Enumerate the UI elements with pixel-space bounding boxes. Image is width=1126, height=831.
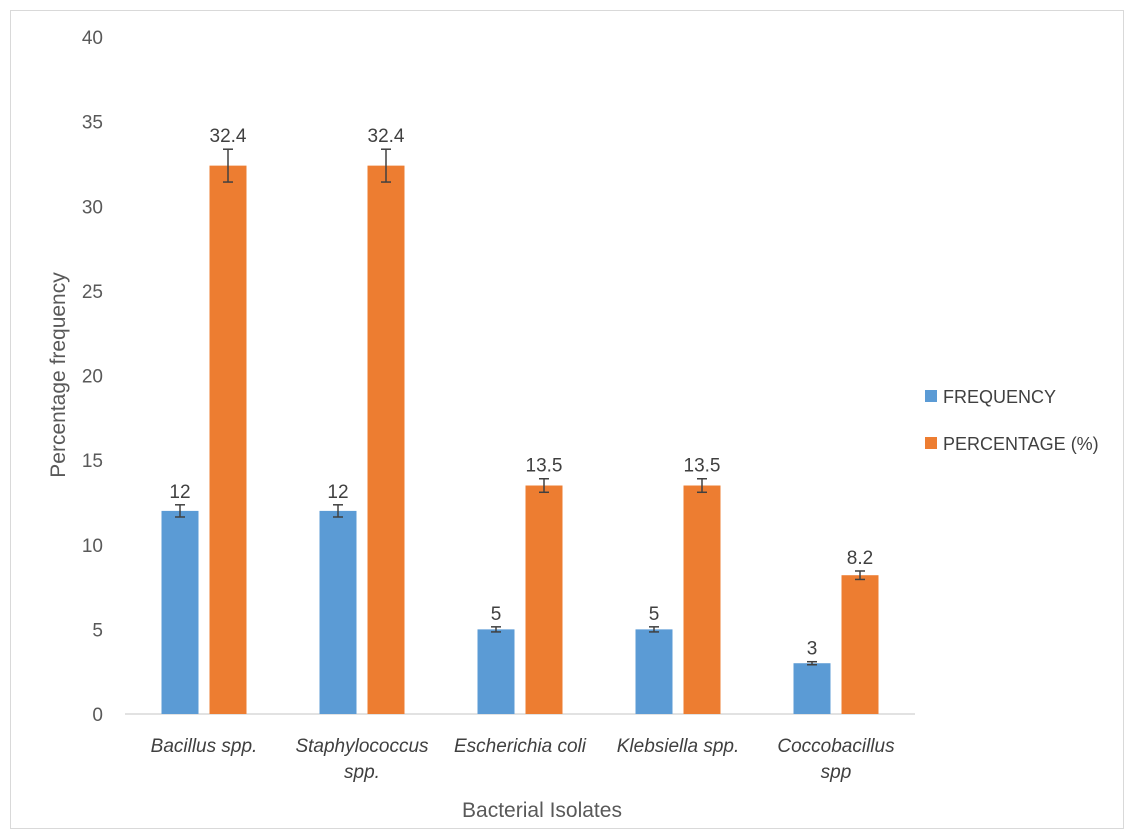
error-bar <box>649 626 659 633</box>
data-label: 12 <box>327 482 348 503</box>
y-tick-label: 5 <box>92 620 103 641</box>
legend-swatch <box>925 437 937 449</box>
error-bar <box>807 660 817 666</box>
category-label: Klebsiella spp. <box>617 736 740 757</box>
y-axis-title: Percentage frequency <box>47 272 70 478</box>
data-label: 5 <box>649 604 660 625</box>
error-bar <box>223 148 233 183</box>
category-label: Bacillus spp. <box>151 736 258 757</box>
error-bar <box>539 477 549 494</box>
category-label: Coccobacillus spp <box>777 736 895 783</box>
y-tick-label: 15 <box>82 451 103 472</box>
data-label: 8.2 <box>847 548 873 569</box>
y-tick-label: 10 <box>82 536 103 557</box>
category-label-line: Bacillus spp. <box>151 736 258 757</box>
bar-percentage <box>841 575 879 714</box>
data-label: 5 <box>491 604 502 625</box>
category-label: Escherichia coli <box>454 736 587 757</box>
category-labels: Bacillus spp. Staphylococcus spp. Escherich… <box>151 736 895 783</box>
bar-frequency <box>161 510 199 714</box>
data-label: 3 <box>807 639 818 660</box>
bar-percentage <box>525 485 563 714</box>
data-label: 13.5 <box>684 456 721 477</box>
y-axis-ticks: 0 5 10 15 20 25 30 35 40 <box>82 28 103 726</box>
bar-percentage <box>209 165 247 714</box>
bars: 12 32.4 12 32.4 5 13.5 5 13.5 3 8.2 <box>161 126 879 714</box>
category-label-line: spp <box>821 762 852 783</box>
category-label-line: Klebsiella spp. <box>617 736 740 757</box>
x-axis-title: Bacterial Isolates <box>462 799 622 822</box>
category-label-line: spp. <box>344 762 380 783</box>
error-bar <box>381 148 391 183</box>
data-label: 32.4 <box>210 126 247 147</box>
data-label: 12 <box>169 482 190 503</box>
y-tick-label: 35 <box>82 113 103 134</box>
data-label: 13.5 <box>526 456 563 477</box>
category-label-line: Coccobacillus <box>777 736 895 757</box>
y-tick-label: 30 <box>82 197 103 218</box>
bar-frequency <box>319 510 357 714</box>
error-bar <box>855 570 865 581</box>
data-label: 32.4 <box>368 126 405 147</box>
error-bar <box>175 504 185 518</box>
legend-item: PERCENTAGE (%) <box>925 434 1099 454</box>
y-tick-label: 0 <box>92 705 103 726</box>
category-label-line: Staphylococcus <box>295 736 429 757</box>
error-bar <box>333 504 343 518</box>
bar-frequency <box>635 629 673 714</box>
bar-percentage <box>367 165 405 714</box>
legend-label: FREQUENCY <box>943 387 1056 407</box>
y-tick-label: 25 <box>82 282 103 303</box>
category-label: Staphylococcus spp. <box>295 736 429 783</box>
category-label-line: Escherichia coli <box>454 736 587 757</box>
legend: FREQUENCY PERCENTAGE (%) <box>925 387 1099 454</box>
error-bar <box>697 477 707 494</box>
error-bar <box>491 626 501 633</box>
legend-swatch <box>925 390 937 402</box>
bar-frequency <box>793 663 831 714</box>
bar-percentage <box>683 485 721 714</box>
bar-frequency <box>477 629 515 714</box>
y-tick-label: 40 <box>82 28 103 49</box>
y-tick-label: 20 <box>82 367 103 388</box>
legend-item: FREQUENCY <box>925 387 1056 407</box>
legend-label: PERCENTAGE (%) <box>943 434 1099 454</box>
